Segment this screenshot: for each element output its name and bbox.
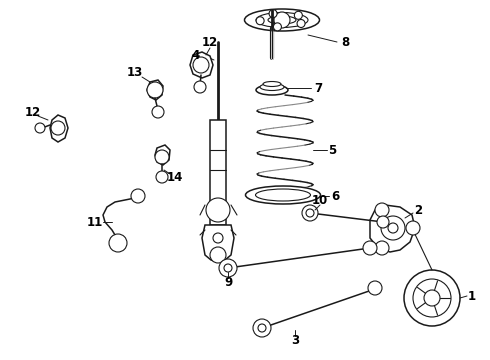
Circle shape (147, 82, 163, 98)
Circle shape (388, 223, 398, 233)
Circle shape (375, 203, 389, 217)
Circle shape (152, 106, 164, 118)
Circle shape (413, 279, 451, 317)
Text: 9: 9 (224, 276, 232, 289)
Text: 12: 12 (25, 105, 41, 118)
Circle shape (381, 216, 405, 240)
Ellipse shape (245, 9, 319, 31)
Circle shape (273, 23, 281, 31)
Text: 3: 3 (291, 333, 299, 346)
Text: 7: 7 (314, 81, 322, 95)
Circle shape (156, 171, 168, 183)
Circle shape (269, 10, 277, 18)
Circle shape (363, 241, 377, 255)
Circle shape (377, 216, 389, 228)
Circle shape (109, 234, 127, 252)
Ellipse shape (256, 13, 308, 27)
Text: 2: 2 (414, 203, 422, 216)
Circle shape (131, 189, 145, 203)
Text: 6: 6 (331, 189, 339, 202)
Circle shape (294, 11, 302, 19)
Text: 13: 13 (127, 66, 143, 78)
Ellipse shape (263, 81, 281, 86)
Circle shape (368, 281, 382, 295)
Circle shape (256, 17, 264, 25)
Polygon shape (155, 145, 170, 165)
Ellipse shape (260, 84, 284, 90)
Text: 10: 10 (312, 194, 328, 207)
Polygon shape (210, 120, 226, 225)
Circle shape (253, 319, 271, 337)
Text: 12: 12 (202, 36, 218, 49)
Text: 5: 5 (328, 144, 336, 157)
Circle shape (51, 121, 65, 135)
Circle shape (302, 205, 318, 221)
Text: 1: 1 (468, 289, 476, 302)
Circle shape (194, 81, 206, 93)
Circle shape (206, 198, 230, 222)
Text: 14: 14 (167, 171, 183, 184)
Ellipse shape (268, 16, 296, 24)
Circle shape (213, 233, 223, 243)
Circle shape (258, 324, 266, 332)
Circle shape (375, 241, 389, 255)
Circle shape (155, 150, 169, 164)
Polygon shape (147, 80, 163, 100)
Circle shape (210, 247, 226, 263)
Circle shape (406, 221, 420, 235)
Text: 8: 8 (341, 36, 349, 49)
Polygon shape (50, 115, 68, 142)
Polygon shape (190, 52, 213, 78)
Circle shape (219, 259, 237, 277)
Circle shape (404, 270, 460, 326)
Circle shape (297, 19, 305, 27)
Circle shape (35, 123, 45, 133)
Circle shape (193, 57, 209, 73)
Text: 4: 4 (192, 49, 200, 62)
Circle shape (424, 290, 440, 306)
Ellipse shape (255, 189, 311, 201)
Text: 11: 11 (87, 216, 103, 229)
Ellipse shape (256, 85, 288, 95)
Circle shape (306, 209, 314, 217)
Circle shape (274, 12, 290, 28)
Polygon shape (370, 205, 415, 252)
Circle shape (224, 264, 232, 272)
Polygon shape (202, 225, 234, 262)
Ellipse shape (245, 186, 320, 204)
